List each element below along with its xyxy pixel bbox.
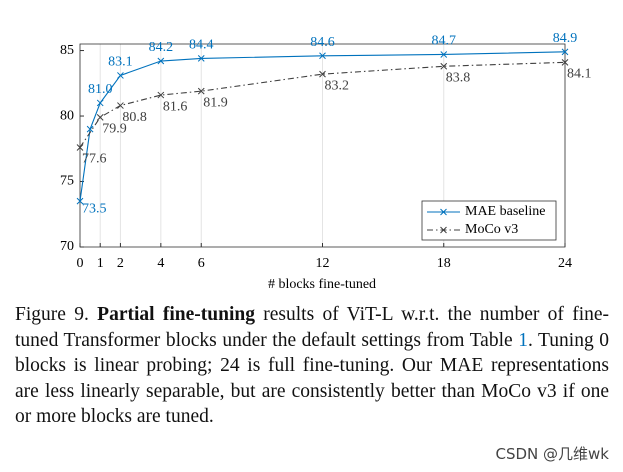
value-label: 84.7	[432, 34, 457, 49]
value-label: 83.8	[446, 70, 471, 85]
marker	[197, 87, 205, 95]
y-tick-label: 80	[60, 108, 74, 123]
value-label: 84.9	[553, 31, 578, 46]
x-tick-label: 18	[437, 256, 451, 271]
marker	[319, 70, 326, 78]
marker	[319, 52, 326, 60]
value-label: 79.9	[102, 122, 127, 137]
caption-text: results of ViT-L w.r.t. the number of fi…	[15, 304, 610, 351]
marker	[157, 57, 165, 65]
x-axis-label: # blocks fine-tuned	[268, 277, 376, 292]
marker	[76, 197, 84, 205]
caption-prefix: Figure 9.	[15, 304, 89, 325]
y-tick-label: 70	[60, 239, 74, 254]
legend-box	[421, 200, 557, 241]
legend-label: MAE baseline	[465, 204, 545, 219]
x-tick-label: 1	[97, 256, 104, 271]
marker	[157, 91, 165, 99]
legend-marker	[440, 226, 447, 234]
x-tick-label: 2	[117, 256, 124, 271]
marker	[440, 62, 448, 70]
value-label: 84.6	[310, 35, 335, 50]
watermark: CSDN @几维wk	[495, 445, 610, 463]
marker	[561, 58, 569, 66]
value-label: 84.4	[189, 38, 214, 53]
marker	[76, 144, 84, 151]
marker	[86, 125, 94, 133]
series-line	[79, 61, 566, 148]
marker	[117, 72, 124, 79]
value-label: 81.6	[163, 99, 188, 114]
value-label: 80.8	[122, 110, 146, 125]
x-tick-label: 4	[157, 256, 164, 271]
chart: # blocks fine-tuned 0 1 2 4 6 12 18 24707580857…	[60, 31, 592, 292]
y-tick-label: 75	[60, 174, 74, 189]
value-label: 83.1	[108, 55, 133, 70]
legend-marker	[440, 208, 447, 216]
caption-ref[interactable]: 1	[518, 329, 528, 351]
plot-frame	[79, 43, 566, 248]
value-label: 84.1	[567, 67, 592, 82]
value-label: 77.6	[82, 152, 107, 167]
marker	[96, 99, 104, 107]
x-tick-label: 0	[77, 256, 84, 271]
caption-bold: Partial fine-tuning	[97, 304, 255, 325]
marker	[440, 51, 448, 58]
value-label: 84.2	[149, 40, 174, 55]
marker	[96, 113, 104, 121]
caption-text: . Tuning 0 blocks is linear probing; 24 …	[15, 329, 610, 428]
marker	[117, 102, 124, 109]
value-label: 81.0	[88, 82, 113, 97]
x-tick-label: 6	[198, 256, 205, 271]
value-label: 83.2	[325, 78, 350, 93]
value-label: 73.5	[82, 201, 107, 216]
marker	[561, 48, 569, 56]
legend-label: MoCo v3	[465, 222, 518, 237]
x-tick-label: 24	[558, 256, 572, 271]
value-label: 81.9	[203, 95, 228, 110]
x-tick-label: 12	[316, 256, 330, 271]
marker	[197, 55, 205, 62]
y-tick-label: 85	[60, 43, 74, 58]
caption: Figure 9. Partial fine-tuning results of…	[15, 302, 609, 430]
